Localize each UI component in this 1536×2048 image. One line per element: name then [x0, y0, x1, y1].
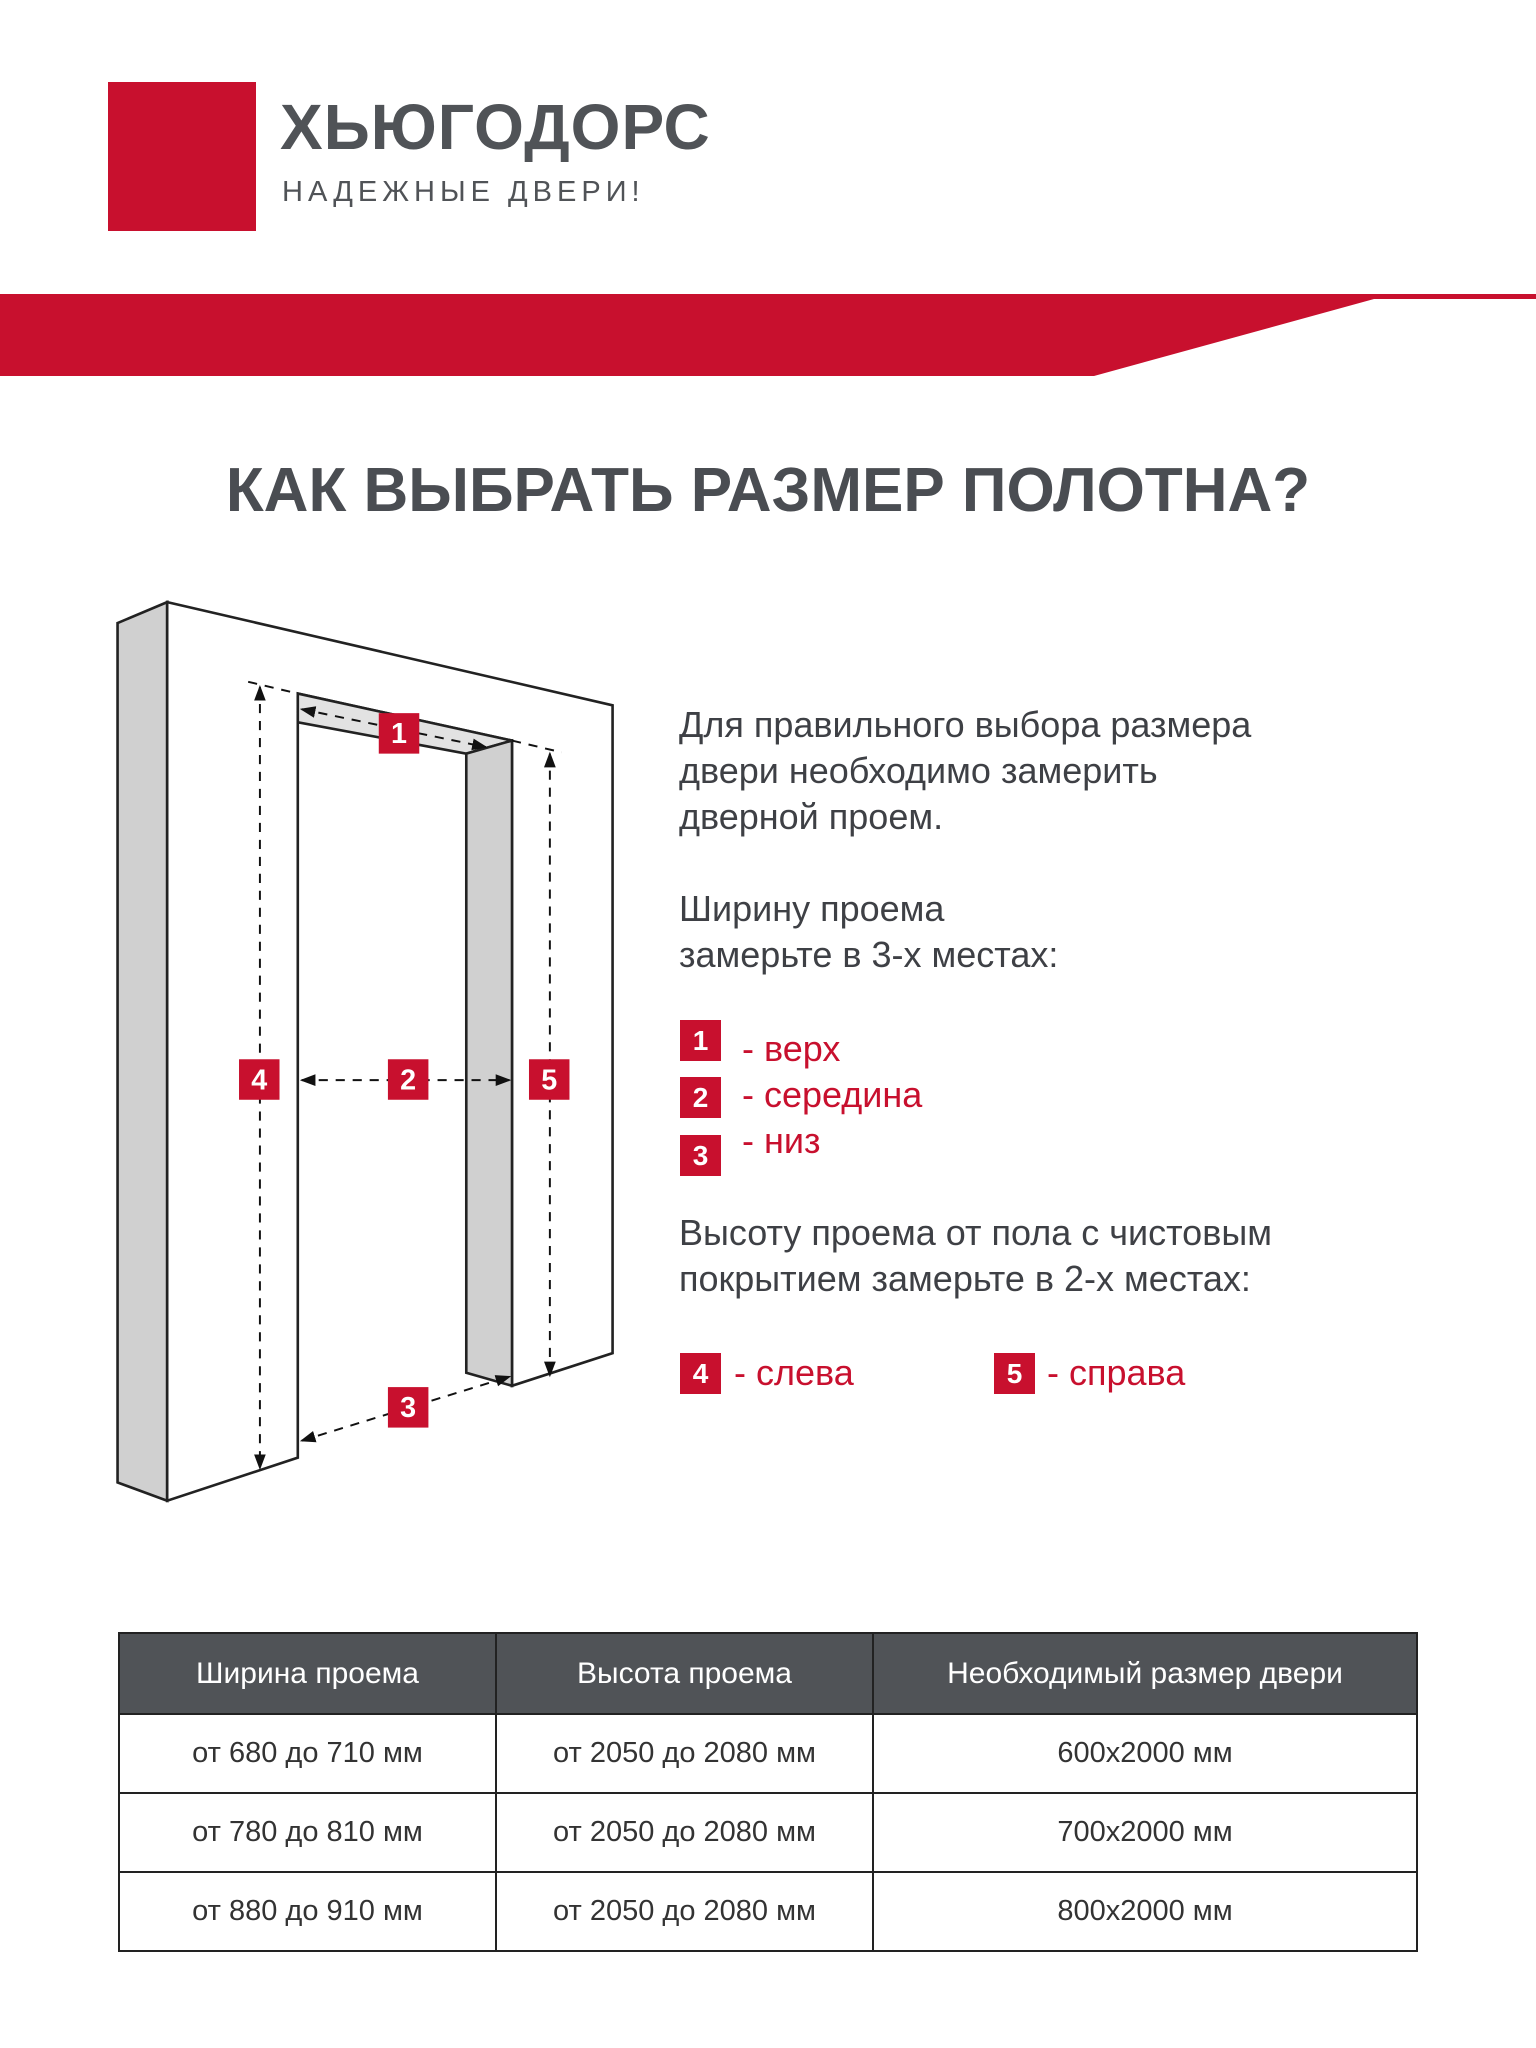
intro-line: двери необходимо замерить [679, 750, 1158, 791]
table-cell: 800х2000 мм [872, 1871, 1418, 1952]
logo-mark [108, 82, 256, 231]
table-cell: от 780 до 810 мм [118, 1792, 497, 1873]
table-cell: от 880 до 910 мм [118, 1871, 497, 1952]
table-header-row: Ширина проема Высота проема Необходимый … [118, 1632, 1418, 1715]
page-title: КАК ВЫБРАТЬ РАЗМЕР ПОЛОТНА? [225, 456, 1311, 525]
brand-tagline: НАДЕЖНЫЕ ДВЕРИ! [282, 176, 645, 208]
table-cell: от 680 до 710 мм [118, 1713, 497, 1794]
badge-4: 4 [680, 1353, 721, 1394]
brand-name: ХЬЮГОДОРС [280, 91, 711, 163]
height-heading: Высоту проема от пола с чистовым покрыти… [679, 1210, 1272, 1302]
point-label-top: - верх [742, 1028, 841, 1069]
table-cell: от 2050 до 2080 мм [495, 1713, 874, 1794]
table-cell: 700х2000 мм [872, 1792, 1418, 1873]
heading-line: замерьте в 3-х местах: [679, 934, 1059, 975]
point-label-left: - слева [734, 1352, 854, 1393]
diagram-label-4: 4 [251, 1064, 267, 1096]
intro-line: дверной проем. [679, 796, 944, 837]
badge-1: 1 [680, 1020, 721, 1061]
table-cell: от 2050 до 2080 мм [495, 1792, 874, 1873]
table-row: от 780 до 810 мм от 2050 до 2080 мм 700х… [118, 1792, 1418, 1873]
table-cell: 600х2000 мм [872, 1713, 1418, 1794]
column-header: Ширина проема [118, 1632, 497, 1715]
diagram-label-2: 2 [400, 1064, 416, 1096]
heading-line: покрытием замерьте в 2-х местах: [679, 1258, 1251, 1299]
badge-3: 3 [680, 1135, 721, 1176]
table-row: от 680 до 710 мм от 2050 до 2080 мм 600х… [118, 1713, 1418, 1794]
table-cell: от 2050 до 2080 мм [495, 1871, 874, 1952]
wall-side-face [116, 600, 169, 1503]
point-label-right: - справа [1047, 1352, 1186, 1393]
column-header: Необходимый размер двери [872, 1632, 1418, 1715]
heading-line: Высоту проема от пола с чистовым [679, 1212, 1272, 1253]
intro-line: Для правильного выбора размера [679, 704, 1252, 745]
badge-5: 5 [994, 1353, 1035, 1394]
header-band [0, 294, 1536, 376]
badge-2: 2 [680, 1077, 721, 1118]
width-heading: Ширину проема замерьте в 3-х местах: [679, 886, 1058, 978]
diagram-label-1: 1 [391, 718, 407, 750]
point-label-middle: - середина [742, 1074, 923, 1115]
column-header: Высота проема [495, 1632, 874, 1715]
jamb-face [464, 738, 514, 1388]
point-label-bottom: - низ [742, 1120, 821, 1161]
size-table: Ширина проема Высота проема Необходимый … [118, 1632, 1418, 1952]
heading-line: Ширину проема [679, 888, 945, 929]
intro-text: Для правильного выбора размера двери нео… [679, 702, 1251, 840]
diagram-label-5: 5 [541, 1064, 557, 1096]
diagram-label-3: 3 [400, 1392, 416, 1424]
table-row: от 880 до 910 мм от 2050 до 2080 мм 800х… [118, 1871, 1418, 1952]
